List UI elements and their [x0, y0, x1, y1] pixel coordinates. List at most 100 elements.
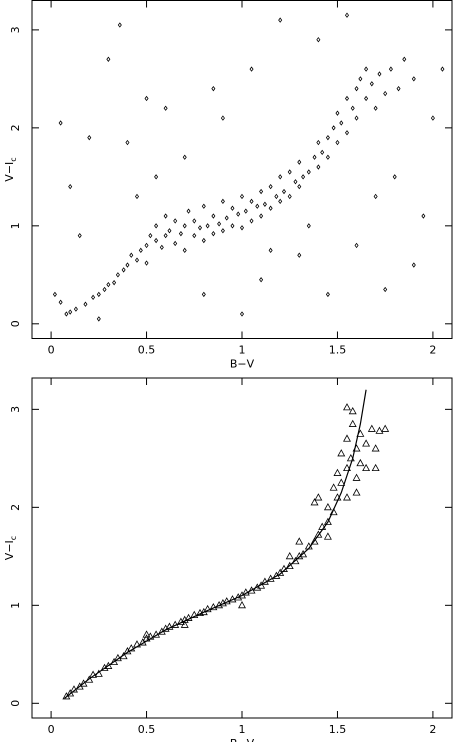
point — [182, 247, 187, 253]
point — [371, 444, 380, 452]
point — [154, 237, 159, 244]
point — [173, 240, 178, 247]
point — [154, 174, 159, 180]
point — [345, 130, 349, 136]
point — [77, 232, 82, 239]
point — [127, 644, 136, 652]
point — [295, 537, 304, 545]
point — [430, 115, 435, 121]
point — [52, 291, 57, 298]
point — [104, 661, 113, 669]
y-axis-label-main: V−I — [3, 162, 16, 182]
point — [163, 213, 168, 219]
point — [297, 252, 302, 258]
point — [278, 198, 283, 205]
point — [343, 434, 351, 442]
point — [182, 154, 187, 160]
point — [262, 201, 267, 207]
x-axis-label: B−V — [230, 737, 255, 742]
point — [240, 225, 244, 231]
point — [180, 615, 189, 623]
point — [291, 556, 300, 565]
point — [310, 537, 319, 545]
y-axis-label-main: V−I — [3, 540, 16, 560]
point — [154, 223, 159, 229]
point — [106, 281, 111, 288]
point — [350, 105, 355, 111]
point — [102, 286, 107, 293]
point — [362, 439, 371, 447]
point — [224, 215, 229, 221]
point — [316, 37, 321, 43]
point — [345, 95, 349, 102]
point — [211, 86, 216, 92]
point — [274, 193, 279, 200]
point — [421, 213, 426, 219]
point — [96, 316, 101, 322]
y-tick-label: 1 — [9, 222, 22, 229]
x-tick-label: 1.5 — [329, 344, 347, 357]
point — [138, 247, 143, 253]
point — [354, 115, 359, 121]
point — [306, 223, 311, 229]
point — [68, 309, 73, 315]
point — [144, 95, 149, 102]
point — [58, 299, 63, 305]
point — [440, 66, 445, 72]
x-tick-label: 0.5 — [138, 344, 156, 357]
point — [268, 205, 273, 211]
point — [259, 277, 264, 283]
point — [411, 262, 416, 268]
point — [163, 105, 168, 111]
point — [375, 426, 384, 434]
point — [178, 231, 183, 237]
y-axis-label: V−Ic — [3, 157, 18, 181]
point — [287, 193, 292, 200]
point — [287, 169, 292, 175]
point — [396, 86, 401, 92]
point — [348, 406, 357, 415]
point — [293, 179, 298, 185]
point — [310, 498, 319, 506]
point — [198, 225, 202, 231]
point — [358, 76, 363, 82]
point — [383, 286, 388, 293]
point — [230, 223, 235, 229]
y-tick-label: 0 — [9, 320, 22, 327]
y-tick-label: 3 — [9, 406, 22, 413]
point — [316, 164, 321, 170]
point — [369, 81, 374, 87]
point — [381, 424, 390, 432]
point — [285, 551, 294, 560]
point — [343, 463, 351, 472]
point — [163, 232, 168, 239]
point — [299, 550, 308, 558]
point — [364, 95, 369, 102]
point — [259, 188, 264, 195]
point — [335, 139, 340, 146]
point — [79, 679, 88, 687]
point — [316, 139, 321, 146]
point — [329, 483, 338, 491]
x-tick-label: 1 — [239, 344, 246, 357]
point — [285, 561, 294, 570]
point — [220, 228, 225, 234]
point — [354, 242, 359, 249]
point — [352, 488, 361, 496]
y-tick-label: 1 — [9, 602, 22, 609]
point — [201, 203, 206, 209]
point — [331, 125, 336, 131]
point — [367, 424, 376, 432]
point — [354, 86, 359, 92]
point — [238, 600, 246, 609]
point — [333, 468, 342, 476]
point — [249, 198, 254, 205]
point — [68, 183, 73, 190]
point — [144, 260, 149, 266]
point — [345, 12, 349, 18]
x-tick-label: 0.5 — [138, 723, 156, 736]
point — [352, 473, 361, 481]
point — [348, 419, 357, 427]
point — [323, 532, 332, 540]
